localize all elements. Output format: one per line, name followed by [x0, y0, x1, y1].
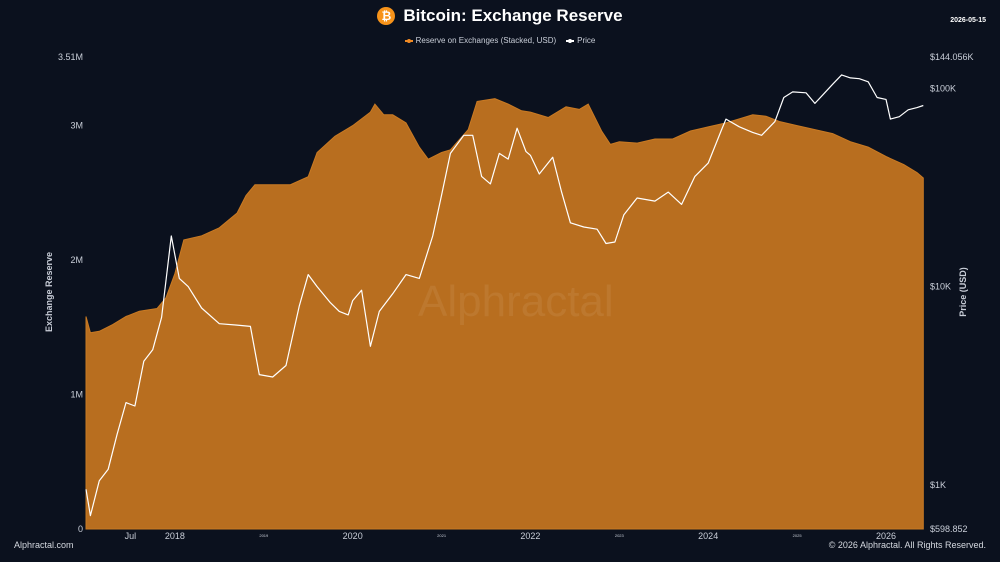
y-axis-right-label: Price (USD) — [958, 267, 968, 317]
report-date: 2026-05-15 — [950, 17, 986, 24]
x-tick-label: 2018 — [165, 531, 185, 541]
x-tick-label: 2026 — [876, 531, 896, 541]
chart-title-group: ₿ Bitcoin: Exchange Reserve — [0, 6, 1000, 26]
x-tick-label: 2023 — [615, 533, 625, 538]
y-axis-left-label: Exchange Reserve — [44, 252, 54, 332]
y-left-tick-label: 2M — [70, 255, 83, 265]
x-tick-label: 2019 — [259, 533, 269, 538]
x-tick-label: 2024 — [698, 531, 718, 541]
y-right-tick-label: $1K — [930, 480, 946, 490]
legend-label-price: Price — [577, 36, 596, 45]
price-line-series — [85, 74, 924, 517]
legend-item-reserve[interactable]: Reserve on Exchanges (Stacked, USD) — [404, 36, 557, 45]
x-tick-label: Jul — [125, 531, 137, 541]
y-left-tick-label: 3.51M — [58, 52, 83, 62]
x-tick-label: 2025 — [793, 533, 803, 538]
legend-marker-reserve — [404, 38, 413, 43]
watermark: Alphractal — [418, 277, 614, 326]
legend-label-reserve: Reserve on Exchanges (Stacked, USD) — [415, 36, 557, 45]
x-tick-label: 2021 — [437, 533, 447, 538]
reserve-area-series — [85, 98, 924, 530]
chart-legend: Reserve on Exchanges (Stacked, USD) Pric… — [0, 36, 1000, 45]
y-right-tick-label: $598.852 — [930, 524, 968, 534]
footer-copyright: © 2026 Alphractal. All Rights Reserved. — [828, 540, 986, 550]
y-left-tick-label: 0 — [78, 524, 83, 534]
x-tick-label: 2020 — [343, 531, 363, 541]
legend-item-price[interactable]: Price — [566, 36, 595, 45]
y-left-tick-label: 1M — [70, 390, 83, 400]
y-right-tick-label: $10K — [930, 282, 951, 292]
bitcoin-icon: ₿ — [377, 7, 396, 25]
y-right-tick-label: $100K — [930, 83, 956, 93]
legend-marker-price — [566, 38, 575, 43]
y-left-tick-label: 3M — [70, 121, 83, 131]
footer-site[interactable]: Alphractal.com — [14, 540, 74, 550]
x-tick-label: 2022 — [520, 531, 540, 541]
y-right-tick-label: $144.056K — [930, 52, 974, 62]
chart-title: Bitcoin: Exchange Reserve — [403, 6, 623, 25]
